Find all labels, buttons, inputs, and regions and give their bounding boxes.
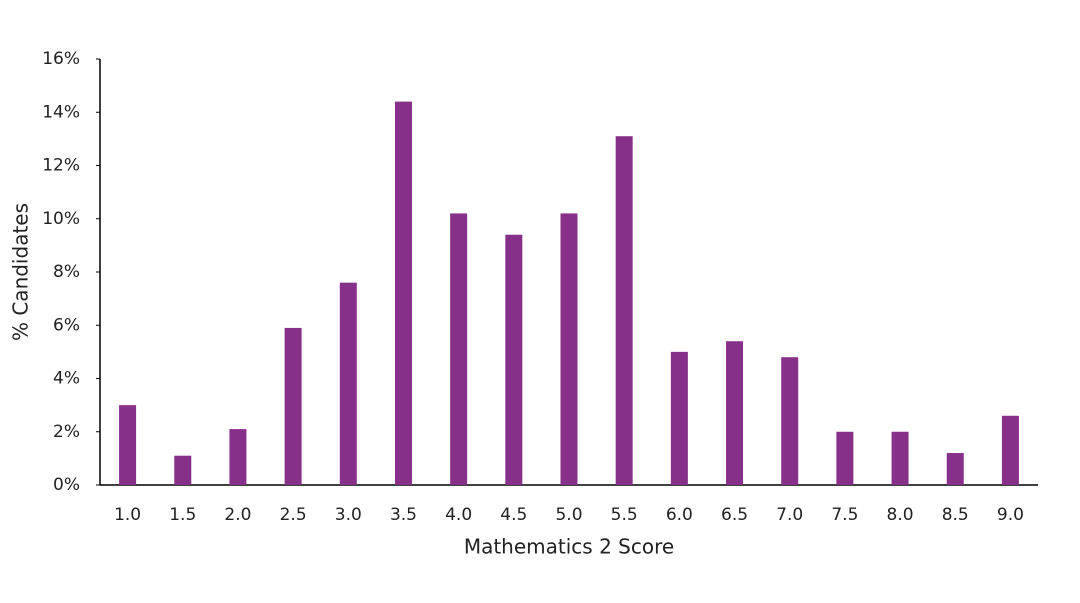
x-tick-label: 8.0 [887, 505, 914, 525]
x-tick-label: 5.0 [555, 505, 582, 525]
bar [450, 213, 468, 486]
x-tick-label: 6.0 [666, 505, 693, 525]
bar [726, 341, 744, 485]
y-tick-label: 4% [53, 369, 80, 389]
bar [119, 405, 137, 485]
x-tick-label: 1.5 [169, 505, 196, 525]
y-tick-label: 8% [53, 262, 80, 282]
y-axis-title: % Candidates [9, 203, 33, 341]
y-tick-label: 14% [42, 102, 80, 122]
bar [339, 282, 357, 485]
bar [781, 357, 799, 485]
bar [284, 327, 302, 485]
y-tick-label: 16% [42, 49, 80, 69]
bar [560, 213, 578, 486]
bar [1001, 415, 1019, 485]
y-tick-label: 12% [42, 156, 80, 176]
x-tick-label: 2.5 [280, 505, 307, 525]
bar [229, 429, 247, 485]
x-tick-label: 7.0 [776, 505, 803, 525]
bar [836, 431, 854, 485]
x-tick-label: 1.0 [114, 505, 141, 525]
bar [174, 455, 192, 485]
x-tick-label: 9.0 [997, 505, 1024, 525]
x-tick-label: 4.0 [445, 505, 472, 525]
bar [505, 234, 523, 485]
y-tick-label: 10% [42, 209, 80, 229]
bar [891, 431, 909, 485]
x-tick-label: 5.5 [611, 505, 638, 525]
bar [394, 101, 412, 485]
x-tick-label: 6.5 [721, 505, 748, 525]
x-axis-title: Mathematics 2 Score [464, 535, 674, 559]
bar [946, 453, 964, 485]
bar [615, 136, 633, 485]
y-tick-label: 0% [53, 475, 80, 495]
bar [670, 351, 688, 485]
x-tick-label: 4.5 [500, 505, 527, 525]
y-tick-label: 6% [53, 315, 80, 335]
x-tick-label: 3.5 [390, 505, 417, 525]
x-tick-label: 3.0 [335, 505, 362, 525]
x-tick-label: 7.5 [831, 505, 858, 525]
x-tick-label: 8.5 [942, 505, 969, 525]
x-tick-label: 2.0 [224, 505, 251, 525]
y-tick-label: 2% [53, 422, 80, 442]
